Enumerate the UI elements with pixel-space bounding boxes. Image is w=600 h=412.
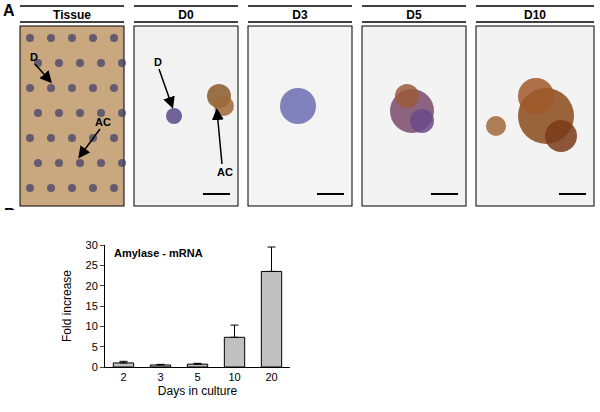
svg-text:AC: AC <box>95 116 111 128</box>
svg-text:D: D <box>30 51 38 63</box>
svg-text:Tissue: Tissue <box>53 8 91 22</box>
html-text:B: B <box>4 206 16 223</box>
svg-text:5: 5 <box>92 341 98 353</box>
svg-text:20: 20 <box>265 371 277 383</box>
svg-text:10: 10 <box>228 371 240 383</box>
svg-text:15: 15 <box>86 300 98 312</box>
svg-text:D3: D3 <box>292 8 308 22</box>
svg-text:30: 30 <box>86 239 98 251</box>
svg-text:5: 5 <box>194 371 200 383</box>
svg-text:AC: AC <box>217 166 233 178</box>
svg-text:20: 20 <box>86 280 98 292</box>
svg-text:D0: D0 <box>178 8 194 22</box>
svg-text:Fold increase: Fold increase <box>60 270 74 342</box>
svg-text:10: 10 <box>86 320 98 332</box>
svg-text:D10: D10 <box>524 8 546 22</box>
svg-text:D: D <box>154 56 162 68</box>
svg-text:2: 2 <box>120 371 126 383</box>
svg-text:Days in culture: Days in culture <box>158 384 238 398</box>
svg-text:D5: D5 <box>406 8 422 22</box>
svg-text:3: 3 <box>157 371 163 383</box>
svg-text:25: 25 <box>86 259 98 271</box>
svg-text:0: 0 <box>92 361 98 373</box>
svg-text:A: A <box>3 2 15 19</box>
svg-text:Amylase - mRNA: Amylase - mRNA <box>114 247 203 259</box>
